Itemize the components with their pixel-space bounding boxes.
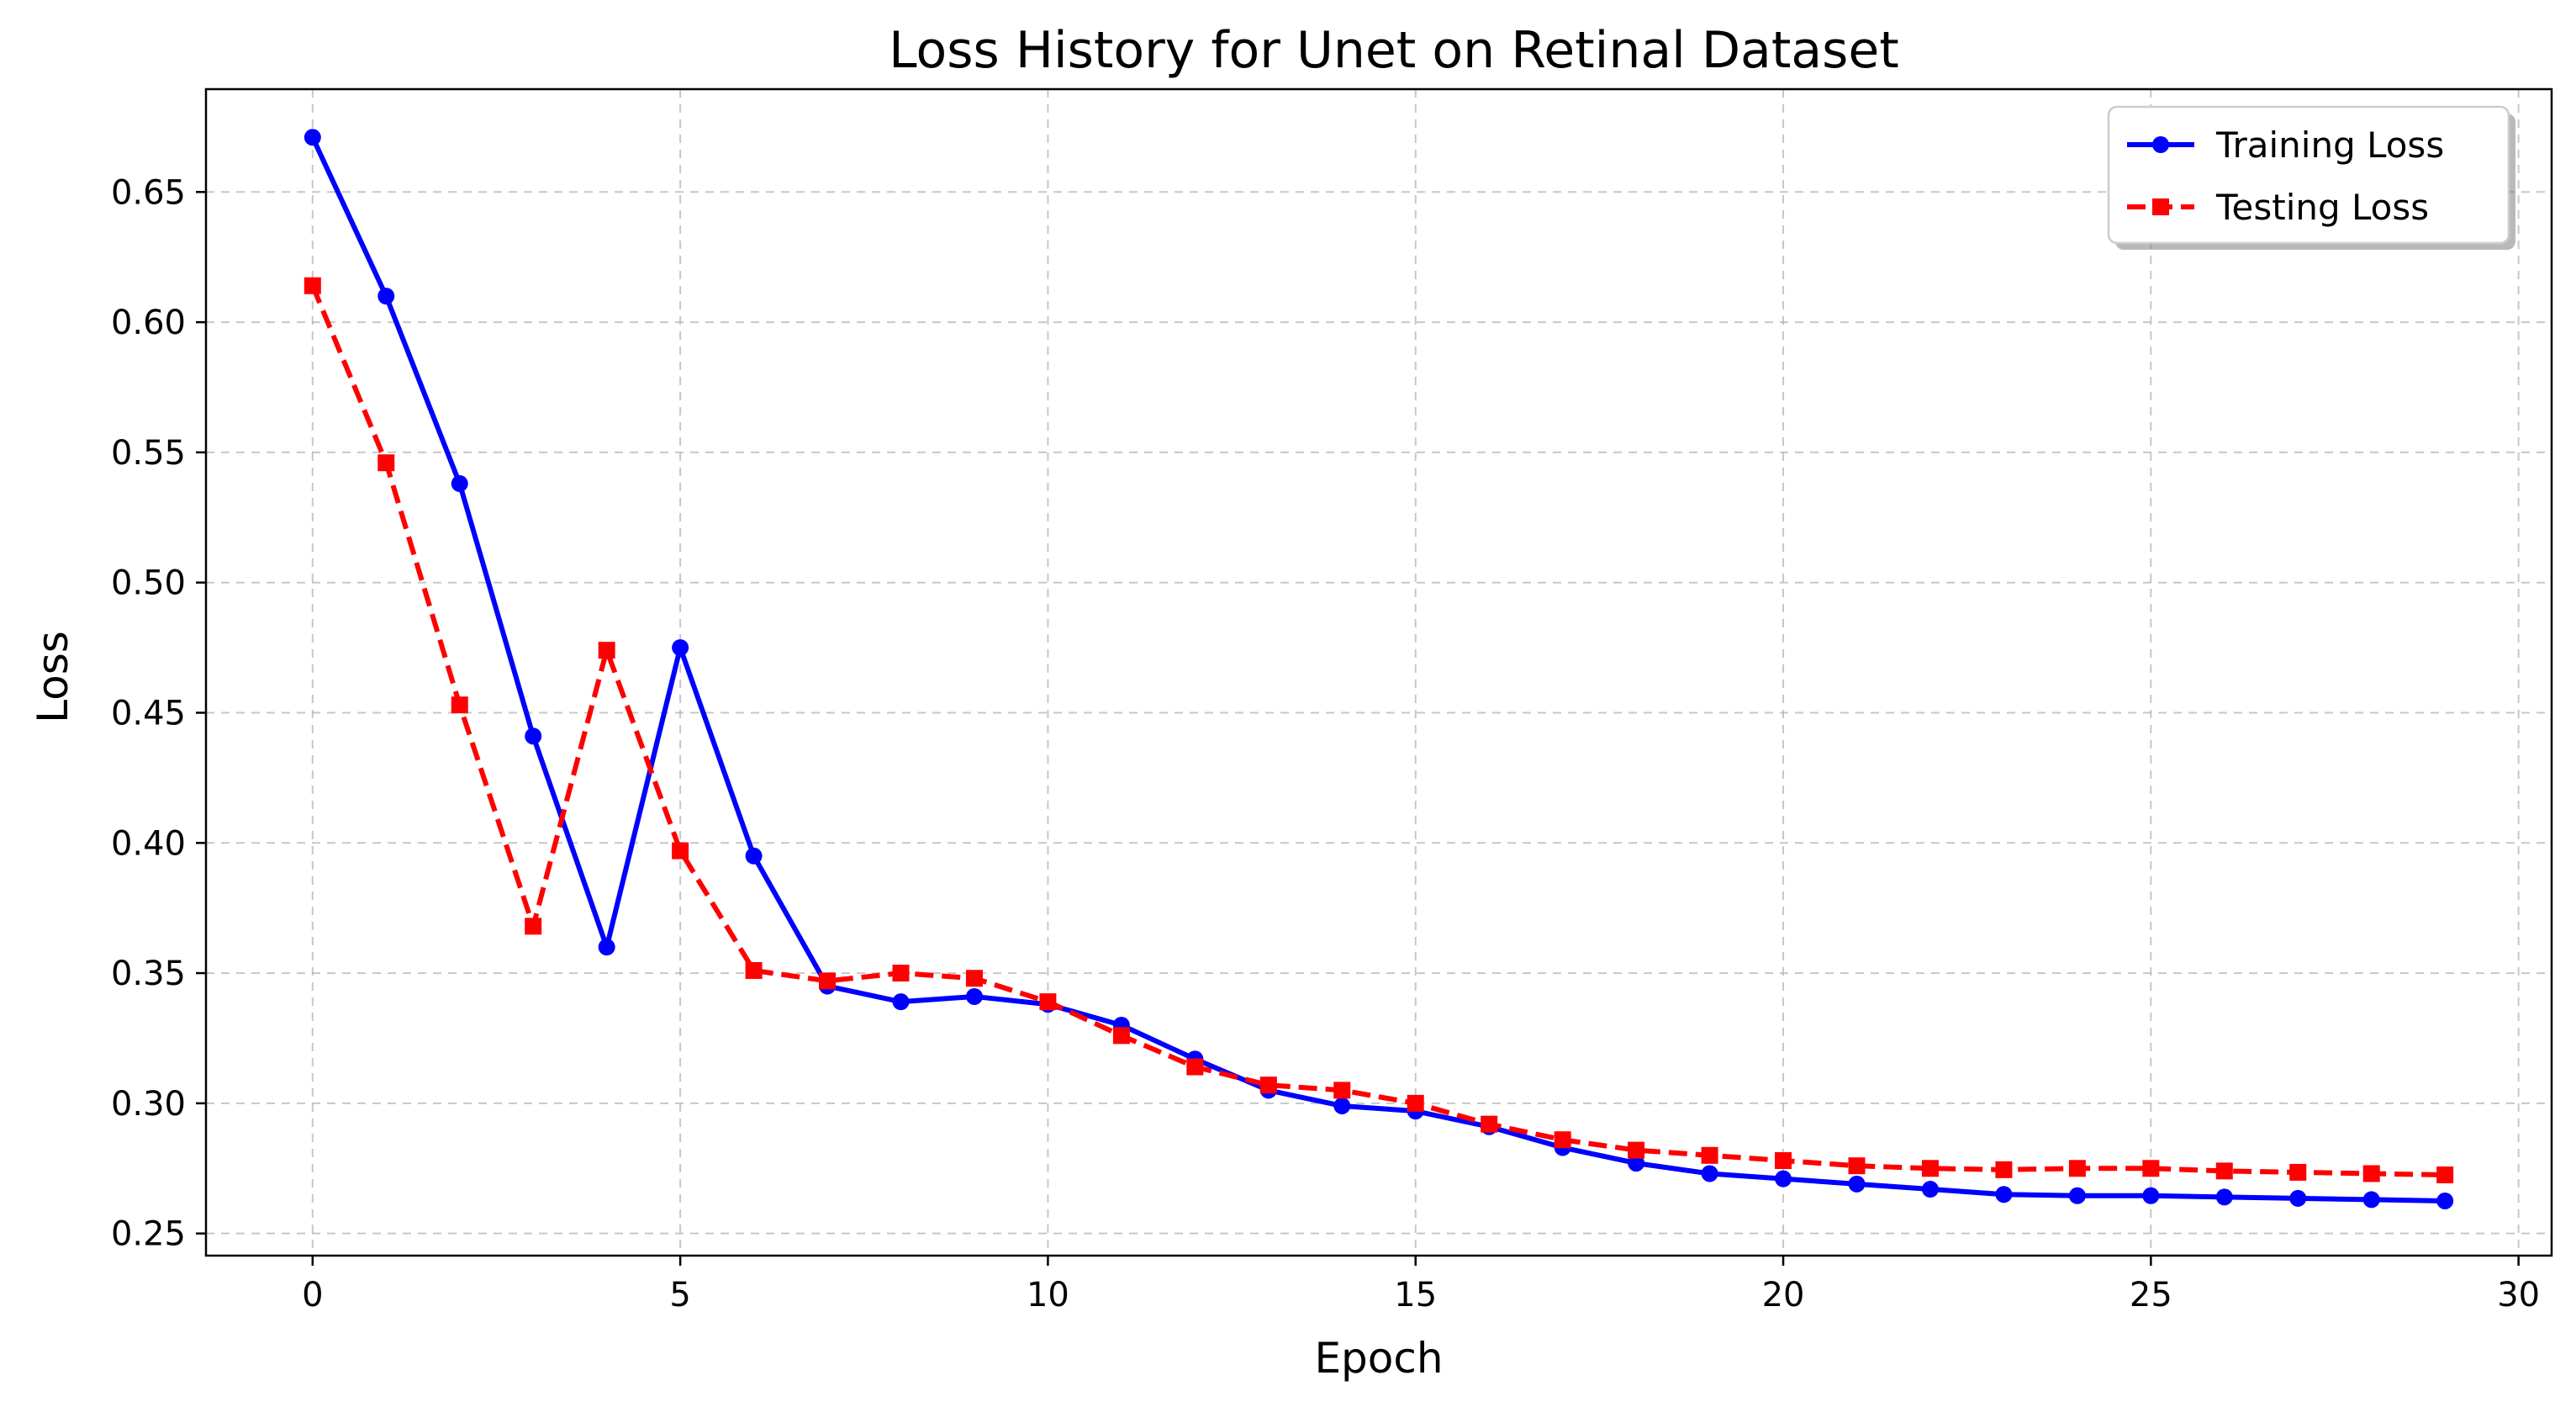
testing-loss-point (2362, 1165, 2380, 1182)
training-loss-line (309, 135, 2448, 1203)
legend-testing-loss-marker (2152, 198, 2169, 215)
testing-loss-point (965, 970, 983, 987)
training-loss-point (672, 639, 689, 657)
legend-entries: Training Loss Testing Loss (2127, 124, 2444, 228)
x-tick-label: 5 (669, 1276, 690, 1314)
testing-loss-point (2068, 1160, 2086, 1177)
testing-loss-point (1481, 1115, 1498, 1133)
testing-loss-point (1407, 1094, 1424, 1112)
testing-loss-point (672, 842, 689, 860)
testing-loss-point (819, 972, 837, 990)
testing-loss-point (525, 918, 542, 935)
testing-loss-point (2142, 1160, 2160, 1177)
y-tick-label: 0.25 (111, 1215, 186, 1254)
testing-loss-point (2289, 1163, 2307, 1181)
testing-loss-point (451, 696, 468, 714)
testing-loss-point (1628, 1141, 1645, 1159)
testing-loss-point (1112, 1027, 1130, 1045)
training-loss-point (377, 288, 395, 305)
training-loss-point (965, 987, 983, 1005)
training-loss-point (2068, 1187, 2086, 1204)
y-tick-label: 0.30 (111, 1085, 186, 1124)
testing-loss-point (745, 961, 763, 979)
training-loss-point (745, 847, 763, 865)
testing-loss-point (1775, 1151, 1792, 1169)
x-tick-label: 10 (1027, 1276, 1069, 1314)
testing-loss-point (1333, 1082, 1351, 1099)
legend-training-loss-label: Training Loss (2215, 124, 2444, 166)
plot-area-frame (204, 87, 2553, 1257)
training-loss-point (1333, 1097, 1351, 1114)
x-tick-label: 0 (302, 1276, 323, 1314)
x-tick-label: 30 (2497, 1276, 2540, 1314)
y-tick-label: 0.55 (111, 434, 186, 473)
testing-loss-point (1995, 1161, 2013, 1178)
testing-loss-point (892, 965, 910, 982)
testing-loss-point (2436, 1166, 2454, 1184)
training-loss-point (1628, 1155, 1645, 1172)
testing-loss-point (1039, 993, 1057, 1011)
x-tick-label: 15 (1394, 1276, 1437, 1314)
training-loss-point (1921, 1181, 1939, 1198)
chart-title: Loss History for Unet on Retinal Dataset (889, 21, 1899, 80)
training-loss-point (1701, 1165, 1718, 1182)
testing-loss-point (1259, 1076, 1277, 1094)
legend: Training Loss Testing Loss (2107, 105, 2515, 250)
y-tick-label: 0.65 (111, 173, 186, 212)
training-loss-point (525, 727, 542, 745)
training-loss-point (2362, 1191, 2380, 1209)
training-loss-point (451, 475, 468, 493)
legend-testing-loss-label: Testing Loss (2215, 187, 2429, 228)
testing-loss-point (1921, 1160, 1939, 1177)
training-loss-point (598, 939, 615, 956)
y-tick-label: 0.40 (111, 824, 186, 863)
training-loss-point (304, 129, 321, 146)
training-loss-point (1995, 1186, 2013, 1203)
training-loss-point (2436, 1192, 2454, 1209)
x-tick-label: 20 (1762, 1276, 1805, 1314)
testing-loss-point (1186, 1058, 1204, 1076)
y-tick-label: 0.50 (111, 564, 186, 603)
ticks-layer: 0 5 10 15 20 25 30 0.25 0.30 0.35 0.40 0.45 0.50 0.55… (111, 173, 2540, 1314)
testing-loss-point (2215, 1162, 2233, 1180)
legend-training-loss-marker (2152, 136, 2169, 153)
training-loss-point (1848, 1175, 1866, 1193)
training-loss-point (2289, 1189, 2307, 1207)
x-tick-label: 25 (2130, 1276, 2172, 1314)
training-loss-point (2142, 1187, 2160, 1204)
testing-loss-point (1848, 1157, 1866, 1175)
testing-loss-point (1701, 1146, 1718, 1164)
y-axis-label: Loss (29, 631, 77, 723)
x-axis-label: Epoch (1314, 1334, 1443, 1383)
series-layer (304, 129, 2454, 1209)
training-loss-point (892, 993, 910, 1011)
y-tick-label: 0.45 (111, 694, 186, 733)
testing-loss-line (310, 284, 2446, 1178)
testing-loss-point (304, 277, 321, 294)
testing-loss-point (377, 454, 395, 472)
y-tick-label: 0.35 (111, 955, 186, 993)
training-loss-point (1775, 1170, 1792, 1187)
testing-loss-point (1554, 1131, 1571, 1149)
legend-box (2107, 105, 2510, 245)
y-tick-label: 0.60 (111, 304, 186, 342)
testing-loss-point (598, 642, 615, 659)
training-loss-point (2215, 1188, 2233, 1206)
